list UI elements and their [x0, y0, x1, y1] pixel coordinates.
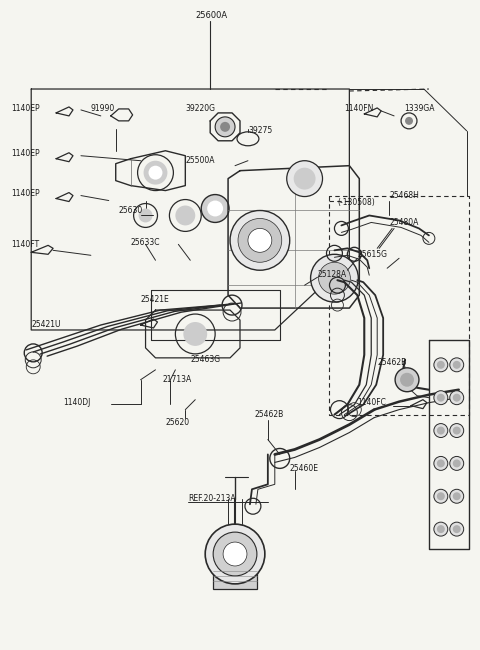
Circle shape	[213, 532, 257, 576]
Text: 25480A: 25480A	[389, 218, 419, 227]
Circle shape	[220, 122, 230, 132]
Circle shape	[287, 161, 323, 196]
Text: 1140EP: 1140EP	[12, 188, 40, 198]
Circle shape	[405, 117, 413, 125]
Circle shape	[311, 254, 358, 302]
Text: 1140FT: 1140FT	[12, 240, 39, 250]
Text: 25421E: 25421E	[141, 295, 169, 304]
Circle shape	[450, 391, 464, 405]
Circle shape	[248, 228, 272, 252]
Circle shape	[395, 368, 419, 392]
Text: 25500A: 25500A	[185, 156, 215, 164]
Circle shape	[437, 492, 445, 500]
Circle shape	[139, 209, 153, 222]
Text: 1339GA: 1339GA	[404, 104, 434, 113]
Text: 25615G: 25615G	[357, 250, 387, 259]
Circle shape	[437, 426, 445, 435]
Text: 25600A: 25600A	[195, 11, 228, 20]
Circle shape	[183, 322, 207, 346]
Circle shape	[437, 460, 445, 467]
Circle shape	[205, 524, 265, 584]
Text: 39220G: 39220G	[185, 104, 216, 113]
Circle shape	[434, 424, 448, 437]
Circle shape	[434, 456, 448, 471]
Circle shape	[437, 394, 445, 402]
Circle shape	[437, 361, 445, 369]
Text: 25462B: 25462B	[255, 410, 284, 419]
Text: 1140EP: 1140EP	[12, 104, 40, 113]
Circle shape	[319, 262, 350, 294]
Circle shape	[450, 489, 464, 503]
Circle shape	[294, 168, 315, 190]
Text: 1140FC: 1140FC	[357, 398, 386, 407]
Circle shape	[450, 522, 464, 536]
Circle shape	[238, 218, 282, 262]
Circle shape	[453, 361, 461, 369]
Circle shape	[223, 542, 247, 566]
Circle shape	[453, 394, 461, 402]
Text: REF.20-213A: REF.20-213A	[188, 494, 236, 503]
Circle shape	[453, 492, 461, 500]
Circle shape	[215, 117, 235, 136]
Circle shape	[434, 358, 448, 372]
Circle shape	[434, 391, 448, 405]
Circle shape	[434, 489, 448, 503]
Circle shape	[207, 201, 223, 216]
Circle shape	[144, 161, 168, 185]
Text: 25633C: 25633C	[131, 239, 160, 248]
Circle shape	[230, 211, 290, 270]
Text: 25630: 25630	[119, 205, 143, 214]
Circle shape	[434, 522, 448, 536]
Text: 25462B: 25462B	[377, 358, 407, 367]
Text: 1140EP: 1140EP	[12, 149, 40, 158]
Text: (-130508): (-130508)	[337, 198, 375, 207]
Circle shape	[453, 460, 461, 467]
Circle shape	[453, 426, 461, 435]
Text: 21713A: 21713A	[162, 375, 192, 383]
Circle shape	[450, 358, 464, 372]
Text: 25620: 25620	[166, 417, 190, 426]
Circle shape	[175, 205, 195, 226]
Circle shape	[453, 525, 461, 533]
Circle shape	[148, 166, 162, 179]
Circle shape	[450, 424, 464, 437]
Text: 25421U: 25421U	[31, 320, 60, 329]
Text: 25128A: 25128A	[318, 270, 347, 280]
Circle shape	[437, 525, 445, 533]
Text: 25463G: 25463G	[190, 355, 220, 364]
Text: 39275: 39275	[248, 126, 272, 135]
Circle shape	[450, 456, 464, 471]
Text: 25468H: 25468H	[389, 190, 419, 200]
Circle shape	[201, 194, 229, 222]
Text: 25460E: 25460E	[290, 464, 319, 473]
Text: 1140DJ: 1140DJ	[63, 398, 90, 407]
Text: 1140FN: 1140FN	[344, 104, 374, 113]
Text: 91990: 91990	[91, 104, 115, 113]
Bar	[213, 567, 257, 589]
Circle shape	[400, 373, 414, 387]
